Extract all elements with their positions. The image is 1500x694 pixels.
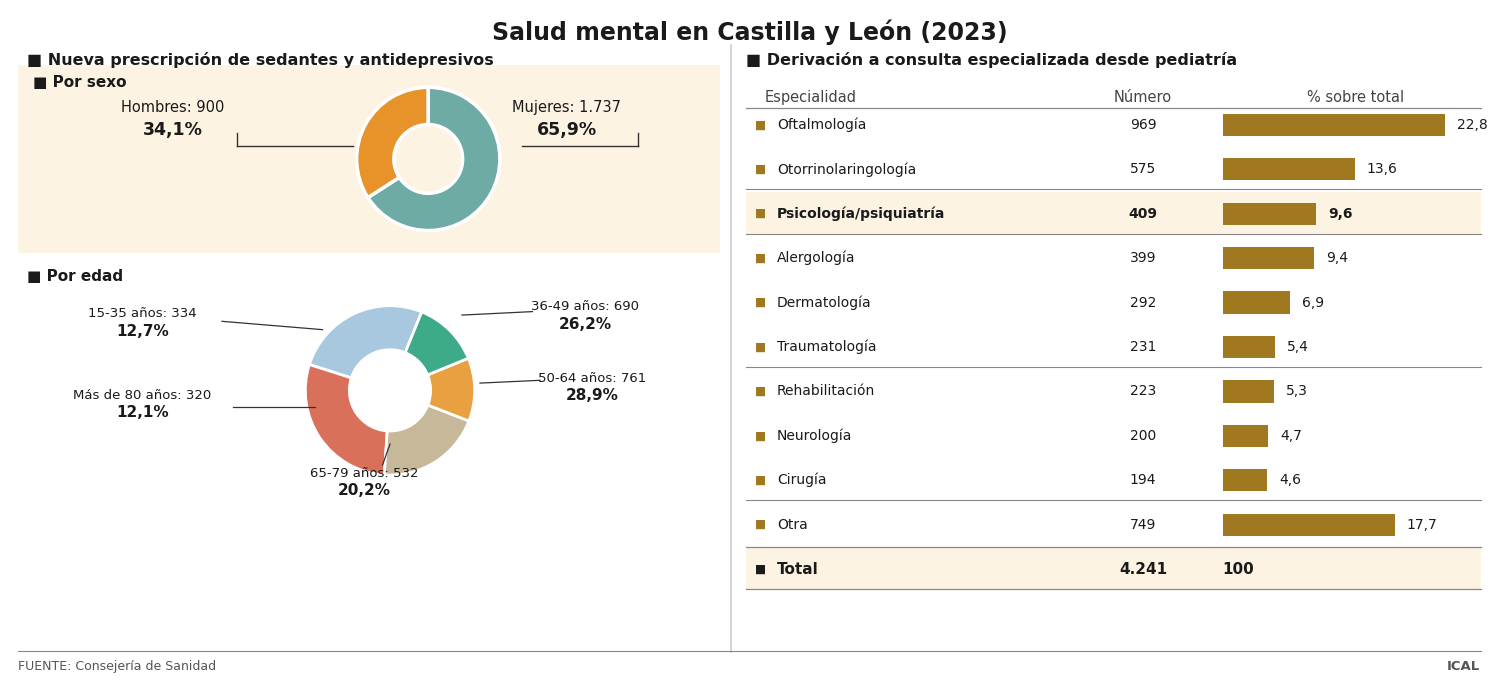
Text: 749: 749 xyxy=(1130,518,1156,532)
Text: 292: 292 xyxy=(1130,296,1156,310)
Text: 36-49 años: 690: 36-49 años: 690 xyxy=(531,301,639,313)
Text: 969: 969 xyxy=(1130,118,1156,132)
Text: ■: ■ xyxy=(754,163,765,176)
Text: 65-79 años: 532: 65-79 años: 532 xyxy=(310,467,419,480)
Text: Alergología: Alergología xyxy=(777,251,855,265)
Text: ■ Por edad: ■ Por edad xyxy=(27,269,123,285)
Text: 17,7: 17,7 xyxy=(1407,518,1437,532)
Text: 5,3: 5,3 xyxy=(1286,384,1308,398)
Text: ■: ■ xyxy=(754,474,765,486)
Wedge shape xyxy=(306,364,387,475)
Wedge shape xyxy=(357,87,429,198)
Text: ■ Por sexo: ■ Por sexo xyxy=(33,75,126,90)
Text: Otorrinolaringología: Otorrinolaringología xyxy=(777,162,916,176)
Text: Oftalmología: Oftalmología xyxy=(777,118,867,132)
Text: 13,6: 13,6 xyxy=(1366,162,1398,176)
Text: FUENTE: Consejería de Sanidad: FUENTE: Consejería de Sanidad xyxy=(18,660,216,672)
Text: Más de 80 años: 320: Más de 80 años: 320 xyxy=(74,389,211,402)
Text: 575: 575 xyxy=(1130,162,1156,176)
Text: ■: ■ xyxy=(754,430,765,442)
Text: 231: 231 xyxy=(1130,340,1156,354)
Text: 65,9%: 65,9% xyxy=(537,121,597,139)
Text: 9,6: 9,6 xyxy=(1328,207,1353,221)
Text: Hombres: 900: Hombres: 900 xyxy=(122,100,224,115)
Text: Rehabilitación: Rehabilitación xyxy=(777,384,876,398)
Text: 399: 399 xyxy=(1130,251,1156,265)
Text: 5,4: 5,4 xyxy=(1287,340,1310,354)
Text: ■: ■ xyxy=(754,563,765,575)
Text: ■ Derivación a consulta especializada desde pediatría: ■ Derivación a consulta especializada de… xyxy=(746,52,1236,68)
Text: Cirugía: Cirugía xyxy=(777,473,826,487)
Text: 9,4: 9,4 xyxy=(1326,251,1348,265)
Wedge shape xyxy=(405,312,468,375)
Text: Especialidad: Especialidad xyxy=(765,90,856,105)
Text: 200: 200 xyxy=(1130,429,1156,443)
Text: Otra: Otra xyxy=(777,518,807,532)
Text: Mujeres: 1.737: Mujeres: 1.737 xyxy=(513,100,621,115)
Wedge shape xyxy=(309,306,422,378)
Text: Psicología/psiquiatría: Psicología/psiquiatría xyxy=(777,207,945,221)
Text: 6,9: 6,9 xyxy=(1302,296,1324,310)
Text: 4,7: 4,7 xyxy=(1281,429,1302,443)
Text: Salud mental en Castilla y León (2023): Salud mental en Castilla y León (2023) xyxy=(492,19,1008,45)
Text: 194: 194 xyxy=(1130,473,1156,487)
Text: ■: ■ xyxy=(754,518,765,531)
Text: 34,1%: 34,1% xyxy=(142,121,202,139)
Text: ■: ■ xyxy=(754,208,765,220)
Text: 409: 409 xyxy=(1128,207,1158,221)
Text: 4.241: 4.241 xyxy=(1119,561,1167,577)
Text: Dermatología: Dermatología xyxy=(777,296,871,310)
Wedge shape xyxy=(368,87,500,230)
Wedge shape xyxy=(384,405,470,475)
Wedge shape xyxy=(427,358,474,421)
Text: 15-35 años: 334: 15-35 años: 334 xyxy=(88,307,196,320)
Text: ■ Nueva prescripción de sedantes y antidepresivos: ■ Nueva prescripción de sedantes y antid… xyxy=(27,52,494,68)
Text: 100: 100 xyxy=(1222,561,1254,577)
Text: 223: 223 xyxy=(1130,384,1156,398)
Text: 26,2%: 26,2% xyxy=(558,316,612,332)
Text: % sobre total: % sobre total xyxy=(1308,90,1404,105)
Text: ■: ■ xyxy=(754,296,765,309)
Text: ■: ■ xyxy=(754,252,765,264)
Text: ICAL: ICAL xyxy=(1448,660,1480,672)
Text: ■: ■ xyxy=(754,119,765,131)
Text: Total: Total xyxy=(777,561,819,577)
Text: 12,1%: 12,1% xyxy=(116,405,170,421)
Text: ■: ■ xyxy=(754,385,765,398)
Text: 4,6: 4,6 xyxy=(1280,473,1302,487)
Text: Traumatología: Traumatología xyxy=(777,340,876,354)
Text: 12,7%: 12,7% xyxy=(116,323,170,339)
Text: Número: Número xyxy=(1114,90,1172,105)
Text: 50-64 años: 761: 50-64 años: 761 xyxy=(538,372,646,384)
Text: Neurología: Neurología xyxy=(777,429,852,443)
Text: 28,9%: 28,9% xyxy=(566,388,620,403)
Text: 20,2%: 20,2% xyxy=(338,483,392,498)
Text: ■: ■ xyxy=(754,341,765,353)
Text: 22,8: 22,8 xyxy=(1456,118,1486,132)
